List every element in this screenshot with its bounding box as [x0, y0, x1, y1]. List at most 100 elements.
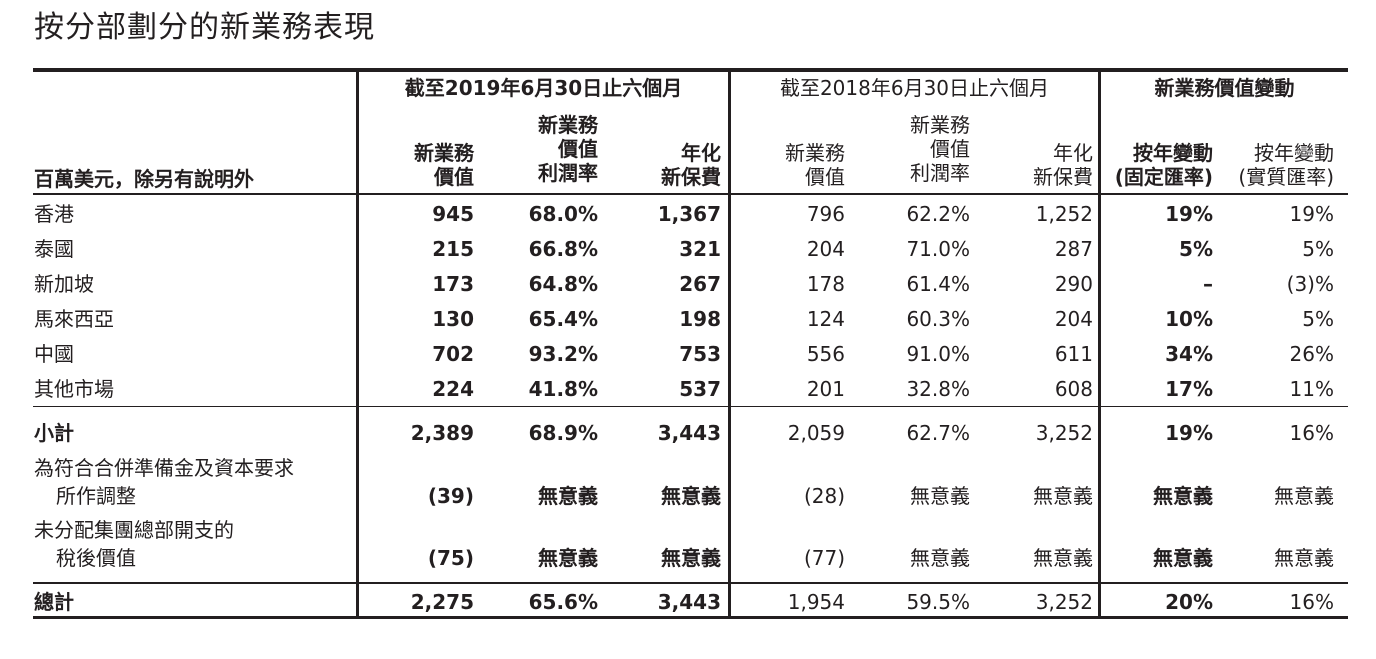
- cell-chg-a: 11%: [1289, 377, 1334, 401]
- column-divider-3: [1098, 70, 1101, 618]
- row-label: 香港: [34, 202, 74, 226]
- cell-nbv19: 2,389: [410, 421, 474, 445]
- cell-ape19: 無意義: [661, 484, 721, 508]
- cell-nbv19: 702: [432, 342, 474, 366]
- cell-m19: 無意義: [538, 546, 598, 570]
- header-bottom-rule: [33, 193, 1348, 195]
- row-label: 未分配集團總部開支的: [34, 518, 234, 542]
- cell-chg-a: 19%: [1289, 202, 1334, 226]
- cell-m19: 68.0%: [528, 202, 598, 226]
- cell-m19: 68.9%: [528, 421, 598, 445]
- cell-m19: 93.2%: [528, 342, 598, 366]
- cell-ape18: 3,252: [1035, 590, 1093, 614]
- cell-ape18: 204: [1054, 307, 1093, 331]
- cell-m18: 91.0%: [906, 342, 970, 366]
- row-label: 新加坡: [34, 272, 94, 296]
- cell-ape18: 608: [1054, 377, 1093, 401]
- cell-ape19: 267: [679, 272, 721, 296]
- cell-ape18: 287: [1054, 237, 1093, 261]
- cell-chg-c: 19%: [1165, 421, 1213, 445]
- group-header-change: 新業務價值變動: [1154, 76, 1295, 100]
- cell-m19: 65.6%: [528, 590, 598, 614]
- cell-nbv18: 201: [806, 377, 845, 401]
- cell-chg-a: 無意義: [1274, 484, 1334, 508]
- cell-ape19: 537: [679, 377, 721, 401]
- row-label-cont: 稅後價值: [56, 546, 136, 570]
- col-header-ape-2018: 年化 新保費: [1033, 141, 1093, 189]
- cell-m18: 61.4%: [906, 272, 970, 296]
- row-label: 泰國: [34, 237, 74, 261]
- cell-chg-c: 無意義: [1153, 484, 1213, 508]
- cell-nbv18: 178: [806, 272, 845, 296]
- col-header-change-actual: 按年變動 (實質匯率): [1238, 141, 1334, 189]
- page-title: 按分部劃分的新業務表現: [34, 10, 375, 45]
- column-divider-2: [728, 70, 731, 618]
- cell-nbv18: (28): [803, 484, 845, 508]
- cell-chg-a: 16%: [1289, 421, 1334, 445]
- cell-ape18: 290: [1054, 272, 1093, 296]
- cell-m18: 71.0%: [906, 237, 970, 261]
- cell-m19: 65.4%: [528, 307, 598, 331]
- row-label: 中國: [34, 342, 74, 366]
- cell-nbv19: (39): [427, 484, 474, 508]
- cell-ape19: 3,443: [657, 421, 721, 445]
- cell-nbv19: 945: [432, 202, 474, 226]
- cell-ape19: 753: [679, 342, 721, 366]
- cell-chg-a: 5%: [1302, 237, 1334, 261]
- column-divider-1: [356, 70, 359, 618]
- bottom-rule: [33, 616, 1348, 619]
- cell-m18: 無意義: [910, 546, 970, 570]
- row-label: 小計: [34, 421, 74, 445]
- cell-m18: 32.8%: [906, 377, 970, 401]
- cell-nbv18: 124: [806, 307, 845, 331]
- cell-nbv18: (77): [803, 546, 845, 570]
- cell-nbv18: 204: [806, 237, 845, 261]
- cell-ape19: 3,443: [657, 590, 721, 614]
- unit-label: 百萬美元，除另有說明外: [34, 167, 254, 191]
- col-header-ape-2019: 年化 新保費: [661, 141, 721, 189]
- row-label-cont: 所作調整: [56, 484, 136, 508]
- col-header-margin-2018: 新業務 價值 利潤率: [910, 113, 970, 185]
- cell-chg-c: 10%: [1165, 307, 1213, 331]
- cell-m18: 無意義: [910, 484, 970, 508]
- cell-m18: 59.5%: [906, 590, 970, 614]
- cell-m19: 無意義: [538, 484, 598, 508]
- cell-chg-a: 5%: [1302, 307, 1334, 331]
- col-header-nbv-2019: 新業務 價值: [414, 141, 474, 189]
- cell-ape19: 無意義: [661, 546, 721, 570]
- cell-nbv19: 173: [432, 272, 474, 296]
- cell-nbv18: 796: [806, 202, 845, 226]
- cell-chg-c: 20%: [1165, 590, 1213, 614]
- cell-chg-c: –: [1203, 272, 1213, 296]
- cell-ape18: 3,252: [1035, 421, 1093, 445]
- subtotal-rule: [33, 406, 1348, 407]
- cell-nbv19: 215: [432, 237, 474, 261]
- cell-m18: 60.3%: [906, 307, 970, 331]
- col-header-change-constant: 按年變動 (固定匯率): [1114, 141, 1213, 189]
- cell-m19: 64.8%: [528, 272, 598, 296]
- cell-chg-c: 34%: [1165, 342, 1213, 366]
- cell-ape18: 611: [1054, 342, 1093, 366]
- cell-ape19: 1,367: [657, 202, 721, 226]
- cell-m19: 41.8%: [528, 377, 598, 401]
- row-label: 為符合合併準備金及資本要求: [34, 456, 294, 480]
- top-rule: [33, 68, 1348, 72]
- cell-m18: 62.2%: [906, 202, 970, 226]
- col-header-nbv-2018: 新業務 價值: [785, 141, 845, 189]
- cell-ape19: 198: [679, 307, 721, 331]
- cell-ape18: 1,252: [1035, 202, 1093, 226]
- cell-nbv18: 1,954: [787, 590, 845, 614]
- cell-nbv18: 556: [806, 342, 845, 366]
- group-header-2018: 截至2018年6月30日止六個月: [779, 76, 1050, 100]
- cell-m18: 62.7%: [906, 421, 970, 445]
- cell-nbv19: 2,275: [410, 590, 474, 614]
- cell-ape18: 無意義: [1033, 484, 1093, 508]
- cell-chg-a: 16%: [1289, 590, 1334, 614]
- group-header-2019: 截至2019年6月30日止六個月: [404, 76, 683, 100]
- total-top-rule: [33, 582, 1348, 584]
- cell-chg-c: 無意義: [1153, 546, 1213, 570]
- cell-chg-c: 19%: [1165, 202, 1213, 226]
- cell-m19: 66.8%: [528, 237, 598, 261]
- cell-chg-a: 無意義: [1274, 546, 1334, 570]
- row-label: 總計: [34, 590, 74, 614]
